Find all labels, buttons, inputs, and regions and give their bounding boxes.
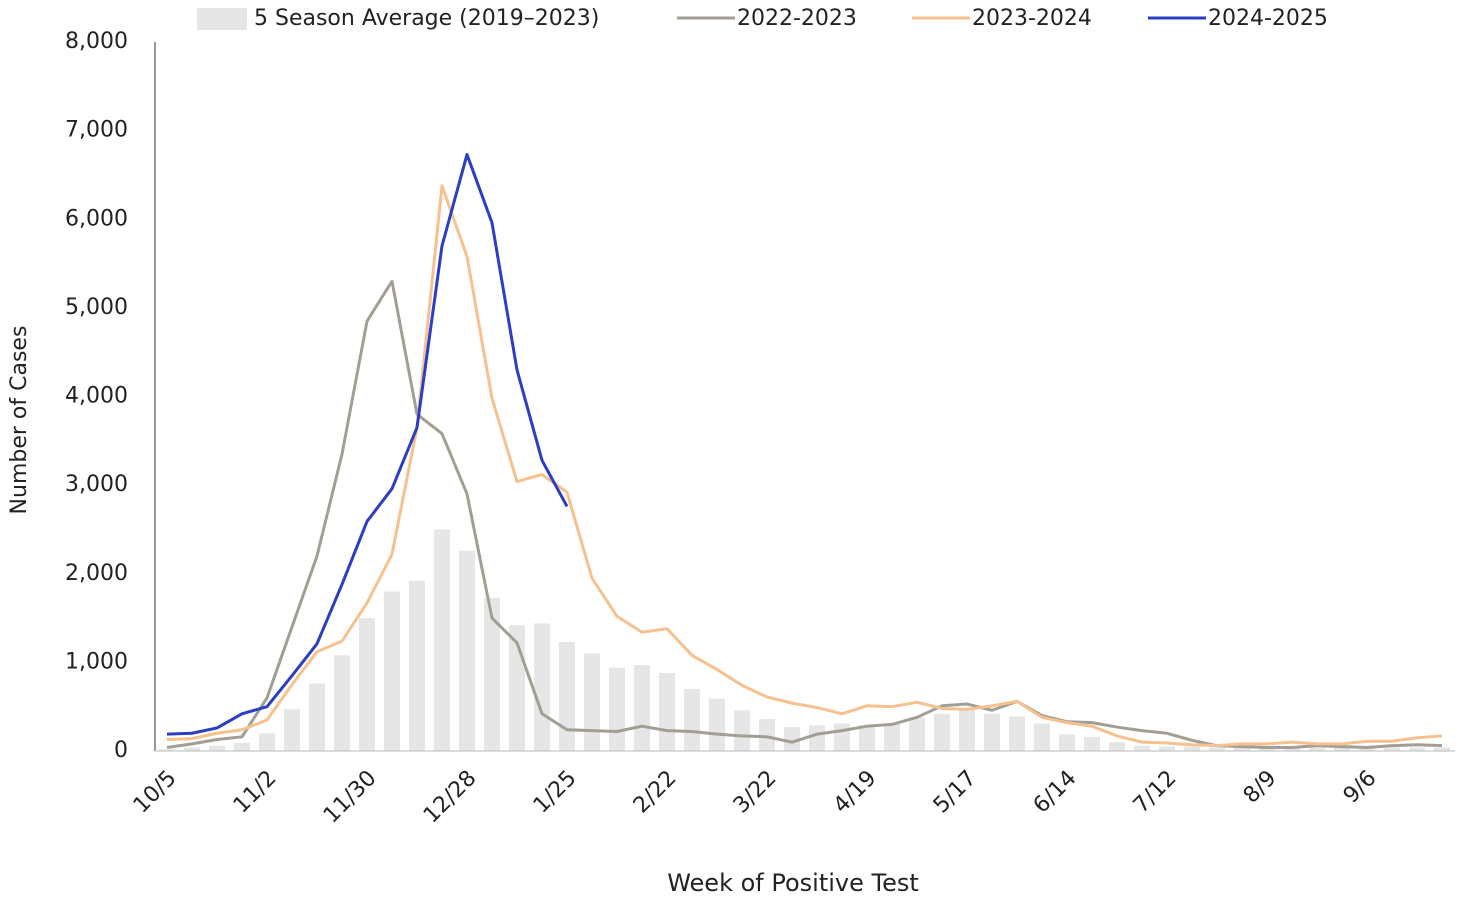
- bar: [784, 727, 800, 751]
- bar: [359, 618, 375, 751]
- bar: [584, 653, 600, 751]
- x-tick-label: 5/17: [929, 766, 982, 819]
- bar: [259, 733, 275, 751]
- bar: [959, 709, 975, 751]
- bar: [1409, 747, 1425, 751]
- bar: [559, 641, 575, 751]
- bar: [709, 698, 725, 751]
- bar: [1059, 734, 1075, 751]
- x-tick-label: 4/19: [829, 766, 882, 819]
- bar: [809, 725, 825, 751]
- bar: [1009, 716, 1025, 751]
- bar: [884, 724, 900, 751]
- x-tick-label: 9/6: [1339, 766, 1382, 809]
- bar: [334, 655, 350, 751]
- x-tick-label: 7/12: [1129, 766, 1182, 819]
- y-tick-label: 6,000: [65, 206, 128, 231]
- bar: [434, 529, 450, 751]
- y-tick-label: 5,000: [65, 295, 128, 320]
- bar: [184, 747, 200, 751]
- bar: [209, 745, 225, 751]
- bar: [1259, 747, 1275, 751]
- line: [166, 279, 1443, 749]
- bar: [409, 580, 425, 751]
- bar: [309, 683, 325, 751]
- x-tick-label: 1/25: [529, 766, 582, 819]
- bar: [609, 667, 625, 751]
- bar: [1209, 747, 1225, 751]
- line: [166, 184, 1443, 748]
- y-tick-label: 7,000: [65, 118, 128, 143]
- x-tick-label: 11/2: [229, 766, 282, 819]
- legend-swatch: [197, 8, 247, 30]
- bar: [759, 719, 775, 751]
- legend-label: 2022-2023: [737, 6, 857, 31]
- y-tick-label: 8,000: [65, 29, 128, 54]
- bar: [634, 665, 650, 751]
- bar: [1309, 747, 1325, 751]
- x-tick-label: 10/5: [129, 766, 182, 819]
- bar: [1109, 742, 1125, 751]
- bar: [484, 597, 500, 751]
- legend-label: 2023-2024: [972, 6, 1092, 31]
- bar: [1284, 747, 1300, 751]
- bar: [534, 623, 550, 751]
- bar: [659, 673, 675, 751]
- line: [166, 153, 569, 736]
- bar: [1359, 748, 1375, 751]
- bar: [859, 725, 875, 751]
- y-tick-label: 2,000: [65, 561, 128, 586]
- bar: [284, 709, 300, 751]
- x-tick-label: 11/30: [319, 766, 382, 829]
- x-tick-label: 12/28: [419, 766, 482, 829]
- y-tick-label: 1,000: [65, 649, 128, 674]
- bar: [934, 713, 950, 751]
- bar: [1159, 746, 1175, 751]
- bar: [1034, 723, 1050, 751]
- y-axis-title: Number of Cases: [7, 326, 32, 515]
- bar: [984, 713, 1000, 751]
- bar: [1234, 747, 1250, 751]
- x-axis-title: Week of Positive Test: [667, 869, 919, 897]
- x-tick-label: 6/14: [1029, 766, 1082, 819]
- bar: [1134, 745, 1150, 751]
- bar: [1384, 747, 1400, 751]
- bar: [234, 743, 250, 751]
- bar: [684, 688, 700, 751]
- bar: [734, 710, 750, 751]
- bar: [1334, 747, 1350, 751]
- bar: [459, 550, 475, 751]
- bar: [1084, 736, 1100, 751]
- bar: [834, 723, 850, 751]
- bar: [159, 749, 175, 751]
- bar: [384, 591, 400, 751]
- y-tick-label: 4,000: [65, 384, 128, 409]
- bar: [909, 717, 925, 751]
- legend-label: 2024-2025: [1208, 6, 1328, 31]
- bar: [1184, 746, 1200, 751]
- x-tick-label: 3/22: [729, 766, 782, 819]
- bar: [1434, 747, 1450, 751]
- legend-label: 5 Season Average (2019–2023): [254, 6, 599, 31]
- y-tick-label: 0: [114, 738, 128, 763]
- x-tick-label: 8/9: [1239, 766, 1282, 809]
- y-tick-label: 3,000: [65, 472, 128, 497]
- x-tick-label: 2/22: [629, 766, 682, 819]
